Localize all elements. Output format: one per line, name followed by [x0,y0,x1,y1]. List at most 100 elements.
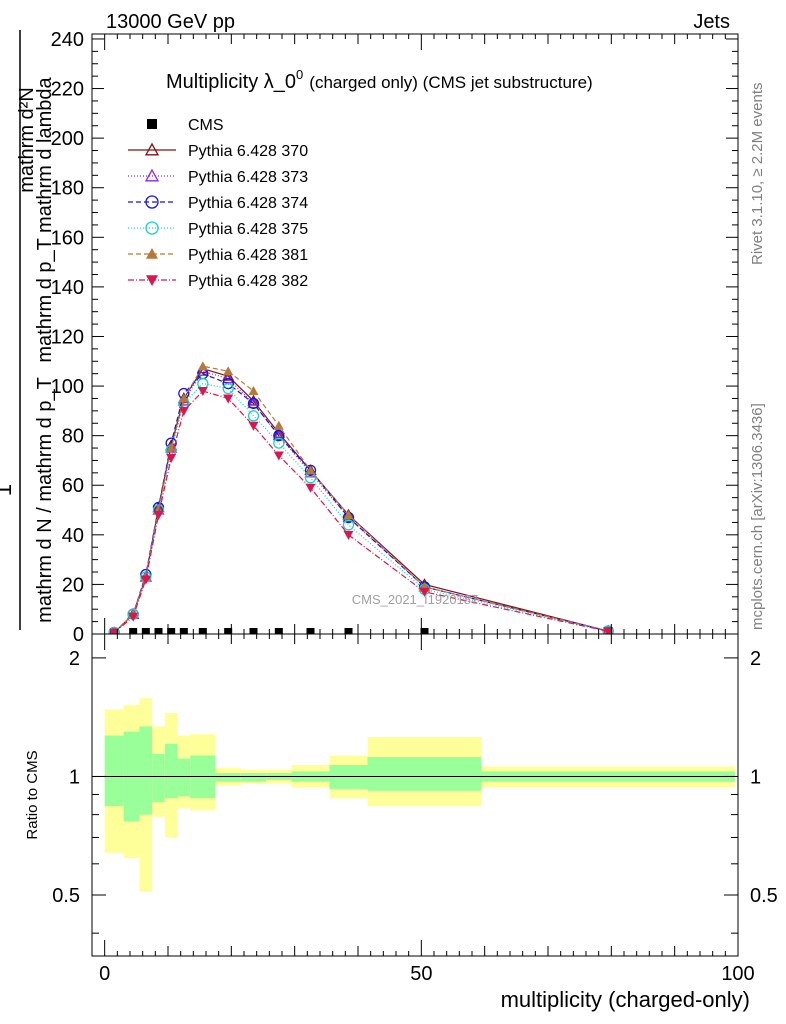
ratio-band-inner [177,758,191,797]
ylabel-one: 1 [0,484,16,496]
legend-marker [144,142,160,156]
main-plot-series [108,361,614,634]
legend-label: Pythia 6.428 381 [188,247,308,264]
data-point [420,628,429,634]
y-tick-label: 240 [51,29,84,51]
data-point [305,465,316,475]
data-point [344,628,353,634]
data-point [247,397,260,410]
data-point [272,429,285,441]
series-cms [110,628,613,634]
data-point [222,369,235,381]
x-tick-label: 50 [410,963,432,985]
ylabel-numerator-2: mathrm d p_T mathrm d lambda [34,76,56,362]
y-tick-label: 100 [51,376,84,398]
ratio-band-inner [215,773,241,782]
legend-label: Pythia 6.428 374 [188,195,308,212]
title-rest: (charged only) (CMS jet substructure) [309,73,592,92]
data-point [222,382,234,395]
data-point [274,628,283,634]
data-point [129,628,138,634]
header-process: Jets [693,11,730,33]
y-tick-label: 20 [62,574,84,596]
data-point [305,483,316,493]
data-point [179,628,188,634]
data-point [141,628,150,634]
y-tick-label: 160 [51,227,84,249]
data-point [166,453,177,463]
data-point [154,628,163,634]
legend-entry: Pythia 6.428 370 [128,142,308,160]
ratio-band-inner [164,743,178,799]
data-point [342,519,355,531]
legend-marker [146,248,158,259]
title-main: Multiplicity λ_0 [166,71,296,93]
legend-entry: Pythia 6.428 382 [128,273,308,290]
ratio-band-inner [367,757,482,791]
ratio-band-inner [139,726,153,815]
legend-marker [147,119,157,129]
series-line [113,390,609,634]
data-point [166,443,177,453]
ratio-tick-label-right: 1 [750,766,761,788]
data-point [178,406,189,416]
data-point [197,387,208,397]
legend-entry: Pythia 6.428 381 [128,247,308,264]
data-point [153,510,164,520]
data-point [273,430,285,442]
data-point [109,628,120,634]
chart-title: Multiplicity λ_00 (charged only) (CMS jet… [166,67,593,93]
data-point [273,437,285,449]
series-pythia-6 [109,387,614,634]
y-tick-label: 220 [51,79,84,101]
data-point [223,394,234,404]
y-tick-label: 120 [51,326,84,348]
legend-label: Pythia 6.428 375 [188,221,308,238]
analysis-watermark: CMS_2021_I1920187 [352,592,479,607]
header-energy: 13000 GeV pp [106,11,235,33]
legend-label: CMS [188,117,224,134]
ylabel-denominator: mathrm d N / mathrm d p_T [34,377,56,623]
ratio-tick-label-right: 2 [750,648,761,670]
x-tick-label: 100 [721,963,754,985]
ratio-tick-label-left: 0.5 [52,885,80,907]
data-point [248,386,259,396]
data-point [198,628,207,634]
ratio-y-label: Ratio to CMS [24,750,41,839]
data-point [343,509,354,519]
ylabel-numerator: mathrm d²N [16,87,38,193]
data-point [222,372,235,384]
title-superscript: 0 [296,67,303,82]
legend-entry: Pythia 6.428 375 [128,221,308,238]
legend-entry: Pythia 6.428 374 [128,195,308,212]
data-point [343,530,354,540]
mcplots-label: mcplots.cern.ch [arXiv:1306.3436] [749,403,766,630]
data-point [167,628,176,634]
data-point [247,397,260,409]
legend-marker [145,221,159,235]
data-point [273,451,284,461]
data-point [128,612,139,622]
rivet-label: Rivet 3.1.10, ≥ 2.2M events [749,83,766,266]
y-tick-label: 180 [51,178,84,200]
series-line [113,382,609,633]
data-point [603,627,614,634]
data-point [197,361,208,371]
data-point [108,626,120,634]
x-axis-label: multiplicity (charged-only) [501,987,750,1012]
legend-entry: CMS [147,117,224,134]
legend-marker [146,275,158,286]
legend-marker [145,195,159,209]
x-tick-label: 0 [99,963,110,985]
data-point [249,628,258,634]
data-point [223,366,234,376]
series-line [113,370,609,634]
data-point [140,575,151,585]
data-point [224,628,233,634]
y-tick-label: 200 [51,128,84,150]
legend-entry: Pythia 6.428 373 [128,168,308,186]
ratio-uncertainty-bands [104,698,735,892]
ratio-plot-frame [91,633,739,957]
